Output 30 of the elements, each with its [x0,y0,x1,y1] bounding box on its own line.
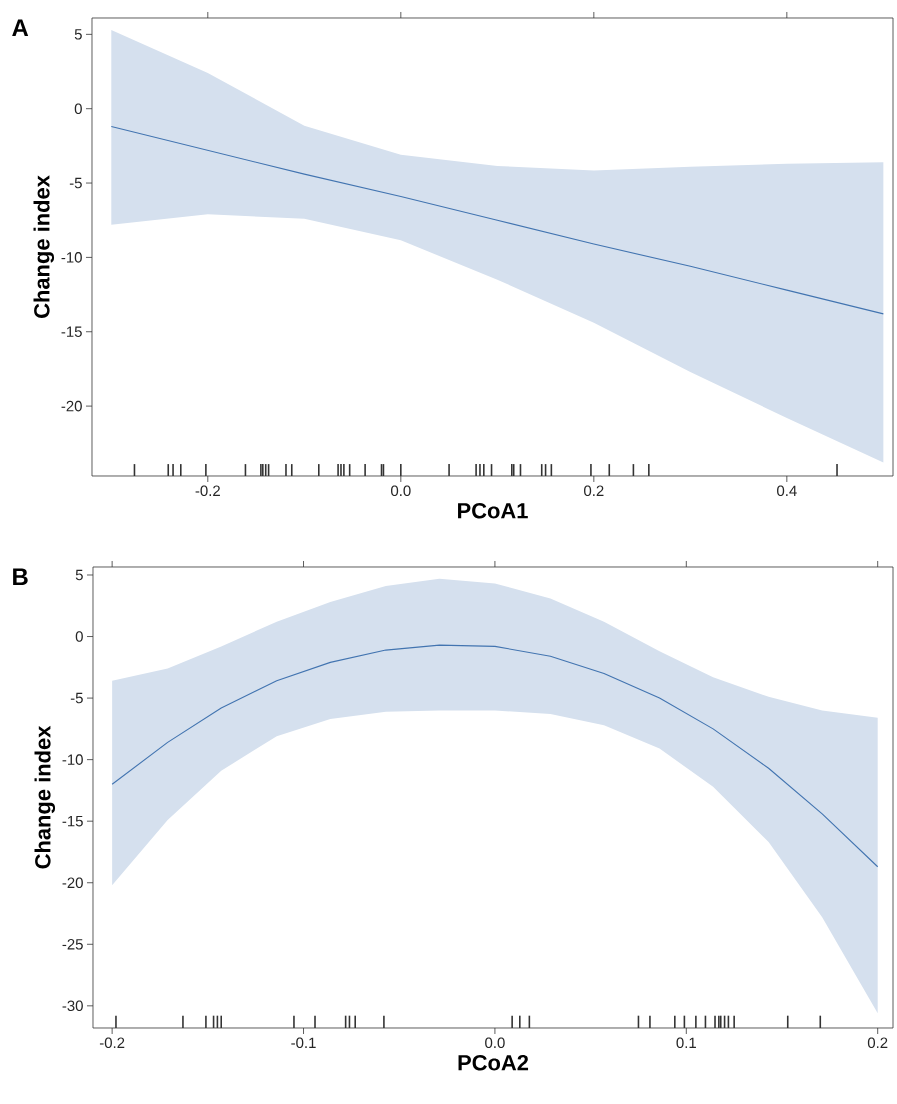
x-tick-label: 0.2 [584,485,604,497]
x-tick-label: 0.0 [391,485,411,497]
x-tick-label: -0.1 [291,1037,316,1049]
x-tick-label: 0.2 [867,1037,888,1049]
y-tick-label: 0 [74,103,82,114]
y-tick-label: 0 [75,631,83,642]
x-tick-label: 0.1 [676,1037,696,1049]
y-tick-label: -20 [61,400,82,412]
x-axis-title: PCoA2 [458,1054,529,1071]
chart-title: A [12,19,29,36]
y-tick-label: -10 [62,754,83,765]
y-tick-label: -15 [61,326,82,337]
y-tick-label: -25 [62,938,83,950]
y-tick-label: -5 [70,692,83,704]
y-tick-label: -15 [62,815,83,827]
x-tick-label: 0.0 [485,1037,505,1049]
y-axis-title: Change index [33,175,55,318]
y-tick-label: 5 [75,569,83,581]
x-tick-label: -0.2 [99,1037,125,1049]
y-tick-label: -20 [62,877,83,889]
y-tick-label: 5 [74,29,82,40]
x-tick-label: 0.4 [777,485,797,497]
chart-title: B [13,568,28,585]
y-tick-label: -5 [69,177,82,189]
y-axis-title: Change index [34,725,56,869]
y-tick-label: -30 [62,1000,83,1012]
y-tick-label: -10 [61,252,82,263]
x-tick-label: -0.2 [195,485,220,497]
x-axis-title: PCoA1 [458,502,528,519]
line-series [111,644,879,868]
